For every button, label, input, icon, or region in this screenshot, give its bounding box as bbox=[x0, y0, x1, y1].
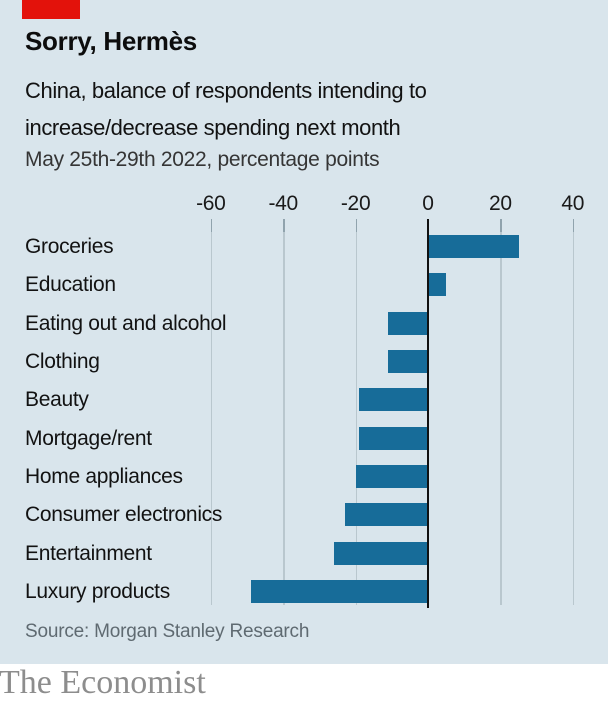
axis-tick-mark bbox=[210, 219, 213, 232]
source-note: Source: Morgan Stanley Research bbox=[25, 621, 310, 642]
gridline bbox=[210, 222, 213, 605]
bar-education bbox=[428, 273, 447, 297]
x-axis-tick-label: 20 bbox=[489, 192, 512, 215]
x-axis: -60 -40 -20 0 20 40 bbox=[0, 192, 608, 220]
x-axis-tick-label: -60 bbox=[196, 192, 226, 215]
bar-beauty bbox=[359, 388, 428, 412]
category-label: Clothing bbox=[25, 349, 100, 373]
category-label: Eating out and alcohol bbox=[25, 311, 227, 335]
chart-title: Sorry, Hermès bbox=[25, 26, 197, 56]
category-label: Luxury products bbox=[25, 579, 170, 603]
bar-luxury-products bbox=[250, 579, 428, 603]
bar-eating-out-and-alcohol bbox=[388, 311, 428, 335]
category-label: Entertainment bbox=[25, 541, 152, 565]
category-label: Home appliances bbox=[25, 464, 183, 488]
x-axis-tick-label: -40 bbox=[268, 192, 298, 215]
category-label: Education bbox=[25, 273, 116, 297]
x-axis-tick-label: 40 bbox=[561, 192, 585, 215]
bar-home-appliances bbox=[355, 464, 428, 488]
axis-tick-mark bbox=[572, 219, 575, 232]
x-axis-tick-label: -20 bbox=[340, 192, 371, 215]
chart-period-label: May 25th-29th 2022, percentage points bbox=[25, 148, 380, 171]
bar-consumer-electronics bbox=[344, 503, 428, 527]
footer: The Economist bbox=[0, 664, 608, 701]
bar-mortgage-rent bbox=[359, 426, 428, 450]
economist-wordmark: The Economist bbox=[0, 664, 206, 701]
category-label: Consumer electronics bbox=[25, 503, 223, 527]
plot-area: Groceries Education Eating out and alcohol… bbox=[0, 219, 608, 608]
bar-clothing bbox=[388, 349, 428, 373]
chart-subtitle: China, balance of respondents intending … bbox=[25, 78, 427, 140]
economist-red-tab bbox=[22, 0, 80, 19]
category-label: Mortgage/rent bbox=[25, 426, 152, 450]
gridline bbox=[283, 222, 285, 605]
gridline bbox=[500, 222, 502, 605]
bar-entertainment bbox=[333, 541, 428, 565]
gridline bbox=[355, 222, 358, 605]
zero-axis-line bbox=[427, 219, 429, 608]
x-axis-tick-label: 0 bbox=[422, 192, 434, 215]
axis-tick-mark bbox=[355, 219, 358, 232]
bar-groceries bbox=[428, 235, 519, 258]
axis-tick-mark bbox=[500, 219, 502, 232]
category-label: Groceries bbox=[25, 235, 114, 258]
category-label: Beauty bbox=[25, 388, 89, 412]
axis-tick-mark bbox=[283, 219, 285, 232]
gridline bbox=[572, 222, 575, 605]
